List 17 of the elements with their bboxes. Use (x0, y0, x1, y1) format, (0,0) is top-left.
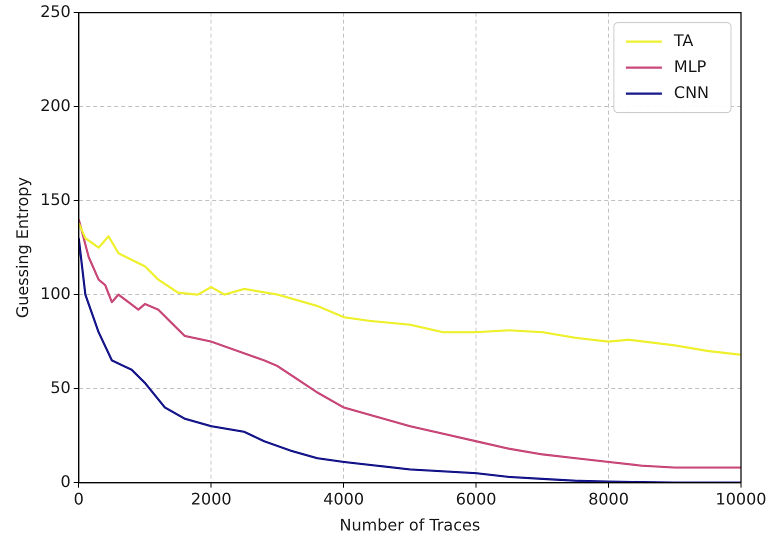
x-tick-label: 10000 (716, 489, 766, 508)
y-tick-label: 150 (40, 190, 71, 209)
x-tick-label: 8000 (588, 489, 629, 508)
legend-label: MLP (674, 56, 707, 76)
y-axis-title: Guessing Entropy (12, 177, 32, 318)
y-tick-label: 250 (40, 2, 71, 21)
legend-label: TA (672, 30, 694, 50)
legend-label: CNN (674, 82, 709, 102)
y-tick-label: 50 (50, 378, 71, 397)
y-tick-label: 0 (60, 472, 71, 491)
x-tick-label: 2000 (190, 489, 232, 508)
y-tick-label: 200 (40, 96, 71, 115)
x-tick-label: 4000 (323, 489, 364, 508)
x-tick-label: 6000 (456, 489, 496, 508)
y-tick-label: 100 (40, 284, 71, 303)
x-axis-title: Number of Traces (340, 516, 480, 535)
x-tick-label: 0 (74, 489, 84, 508)
